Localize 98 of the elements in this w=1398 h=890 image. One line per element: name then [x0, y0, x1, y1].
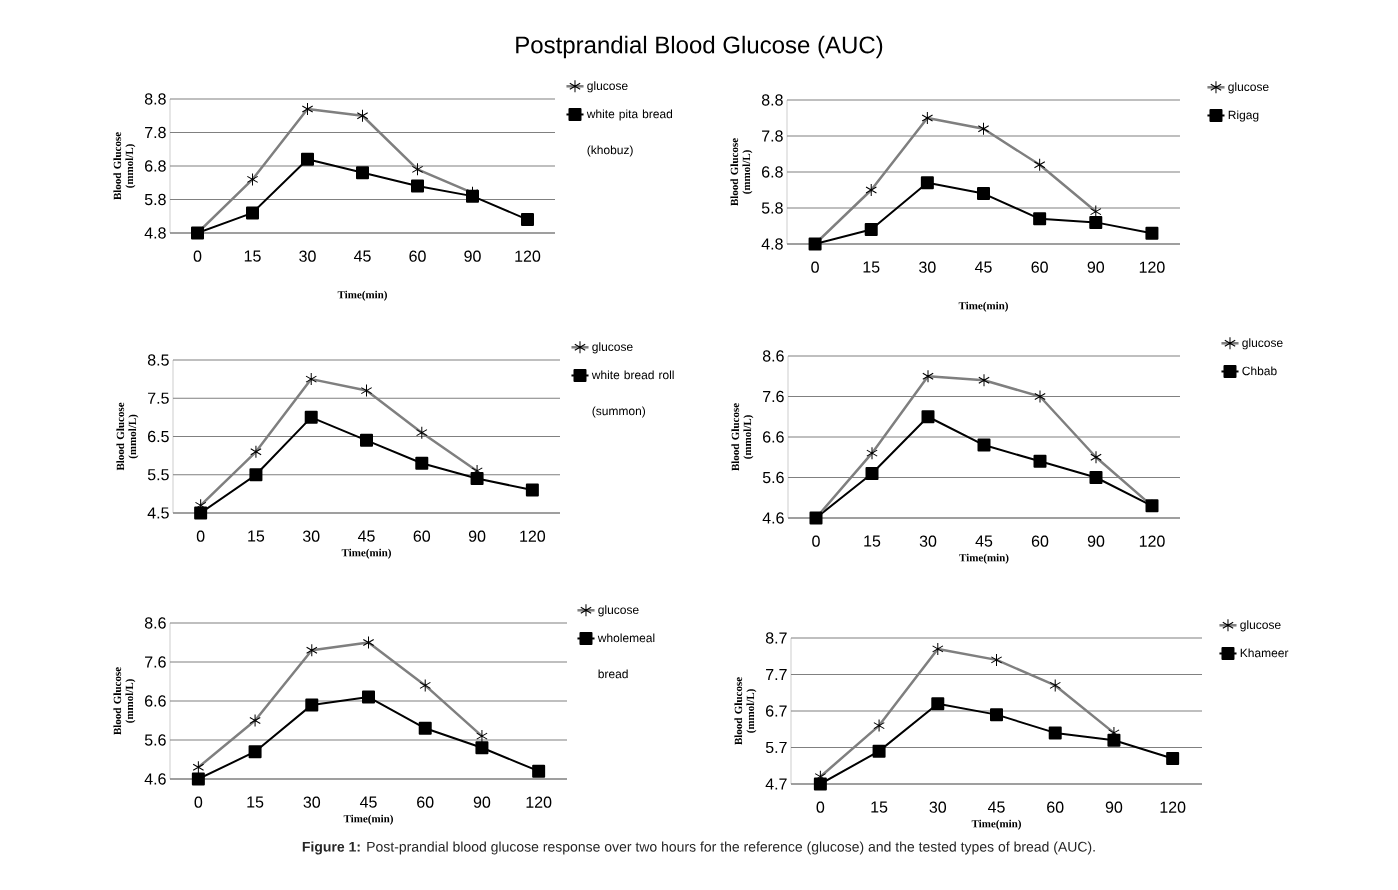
text: white pita bread (khobuz)	[586, 109, 673, 157]
x-tick-label: 0	[196, 530, 205, 542]
y-tick-label: 8.8	[144, 93, 166, 105]
x-tick-label: 15	[244, 250, 261, 262]
y-axis-title: Blood Glucose (mmol/L)	[113, 132, 136, 200]
x-tick-label: 90	[1105, 801, 1123, 813]
x-tick-label: 0	[194, 796, 203, 808]
x-tick-label: 45	[353, 250, 371, 262]
y-tick-label: 5.6	[762, 471, 784, 484]
y-axis-title: Blood Glucose (mmol/L)	[734, 677, 757, 745]
legend-label: glucose	[587, 81, 628, 93]
legend-label: Chbab	[1242, 366, 1277, 376]
x-tick-label: 120	[1139, 535, 1165, 547]
x-tick-label: 0	[811, 261, 819, 273]
x-tick-label: 120	[515, 250, 541, 262]
y-tick-label: 4.7	[765, 778, 787, 790]
x-axis-title: Time(min)	[959, 553, 1009, 564]
x-axis-title: Time(min)	[971, 819, 1021, 830]
x-tick-label: 45	[974, 261, 992, 273]
y-tick-label: 8.6	[762, 350, 784, 362]
x-tick-label: 90	[1087, 535, 1105, 547]
y-tick-label: 8.5	[147, 354, 169, 366]
x-tick-label: 60	[1047, 801, 1064, 813]
y-tick-label: 4.8	[761, 238, 783, 250]
x-tick-label: 90	[468, 530, 486, 542]
x-tick-label: 45	[359, 796, 377, 808]
x-tick-label: 60	[409, 250, 426, 262]
x-tick-label: 30	[302, 530, 320, 542]
x-tick-label: 30	[929, 801, 947, 813]
text: white bread roll (summon)	[591, 370, 674, 418]
y-tick-label: 7.8	[145, 126, 166, 139]
x-tick-label: 0	[812, 535, 820, 547]
x-tick-label: 0	[816, 801, 825, 813]
x-axis-title: Time(min)	[337, 290, 387, 301]
x-tick-label: 30	[919, 261, 936, 273]
x-tick-label: 15	[248, 530, 265, 542]
text: wholemeal bread	[597, 633, 655, 679]
y-tick-label: 8.6	[144, 617, 166, 629]
x-tick-label: 15	[863, 261, 880, 273]
x-tick-label: 45	[975, 535, 993, 547]
x-tick-label: 120	[1139, 261, 1165, 273]
text: Figure 1: Post-prandial blood glucose response over two hours for the reference (glucose) and the tested types of bread (AUC).	[302, 841, 1095, 855]
y-tick-label: 6.6	[145, 695, 166, 707]
y-tick-label: 7.7	[766, 668, 787, 680]
x-axis-title: Time(min)	[958, 301, 1008, 312]
x-tick-label: 120	[1160, 801, 1186, 813]
y-tick-label: 6.7	[766, 705, 787, 717]
x-tick-label: 15	[871, 801, 888, 813]
y-tick-label: 7.8	[762, 130, 783, 142]
x-tick-label: 60	[1031, 535, 1049, 547]
y-tick-label: 5.8	[144, 193, 166, 206]
y-tick-label: 5.7	[765, 741, 787, 754]
y-tick-label: 6.6	[763, 431, 784, 443]
y-axis-title: Blood Glucose (mmol/L)	[113, 667, 136, 735]
legend-label: glucose	[1242, 338, 1283, 350]
y-tick-label: 4.6	[144, 773, 166, 785]
x-tick-label: 90	[1087, 261, 1105, 273]
y-tick-label: 7.5	[148, 392, 169, 404]
y-tick-label: 6.8	[762, 166, 783, 178]
x-tick-label: 120	[520, 530, 546, 542]
y-tick-label: 4.5	[147, 507, 169, 519]
y-tick-label: 7.6	[763, 390, 784, 403]
y-tick-label: 6.5	[148, 430, 169, 443]
legend-label: glucose	[1240, 620, 1281, 632]
x-tick-label: 15	[864, 535, 881, 547]
x-tick-label: 30	[303, 796, 321, 808]
x-axis-title: Time(min)	[341, 548, 391, 559]
x-tick-label: 60	[413, 530, 431, 542]
y-axis-title: Blood Glucose (mmol/L)	[731, 403, 754, 471]
legend-label: glucose	[1228, 82, 1269, 94]
legend-label: glucose	[598, 605, 639, 617]
x-tick-label: 30	[919, 535, 937, 547]
y-tick-label: 7.6	[145, 656, 166, 668]
x-tick-label: 30	[299, 250, 316, 262]
text: Postprandial Blood Glucose (AUC)	[516, 35, 883, 59]
legend-label: Rigag	[1228, 110, 1259, 122]
x-tick-label: 45	[987, 801, 1005, 813]
x-tick-label: 0	[193, 250, 202, 262]
y-tick-label: 5.6	[144, 734, 166, 746]
x-tick-label: 45	[357, 530, 375, 542]
x-tick-label: 60	[1031, 261, 1048, 273]
y-axis-title: Blood Glucose (mmol/L)	[730, 138, 753, 206]
legend-label: Khameer	[1240, 648, 1289, 658]
y-tick-label: 4.8	[144, 227, 166, 239]
legend-label: glucose	[592, 342, 633, 354]
x-tick-label: 15	[247, 796, 264, 808]
y-tick-label: 6.8	[145, 160, 166, 172]
x-tick-label: 120	[526, 796, 552, 808]
x-axis-title: Time(min)	[343, 814, 393, 825]
y-tick-label: 5.8	[761, 202, 783, 214]
y-tick-label: 4.6	[762, 512, 784, 524]
x-tick-label: 60	[417, 796, 434, 808]
x-tick-label: 90	[464, 250, 481, 262]
x-tick-label: 90	[473, 796, 491, 808]
y-tick-label: 8.8	[761, 94, 783, 106]
y-tick-label: 5.5	[147, 469, 169, 481]
y-tick-label: 8.7	[765, 632, 787, 644]
y-axis-title: Blood Glucose (mmol/L)	[116, 402, 139, 471]
